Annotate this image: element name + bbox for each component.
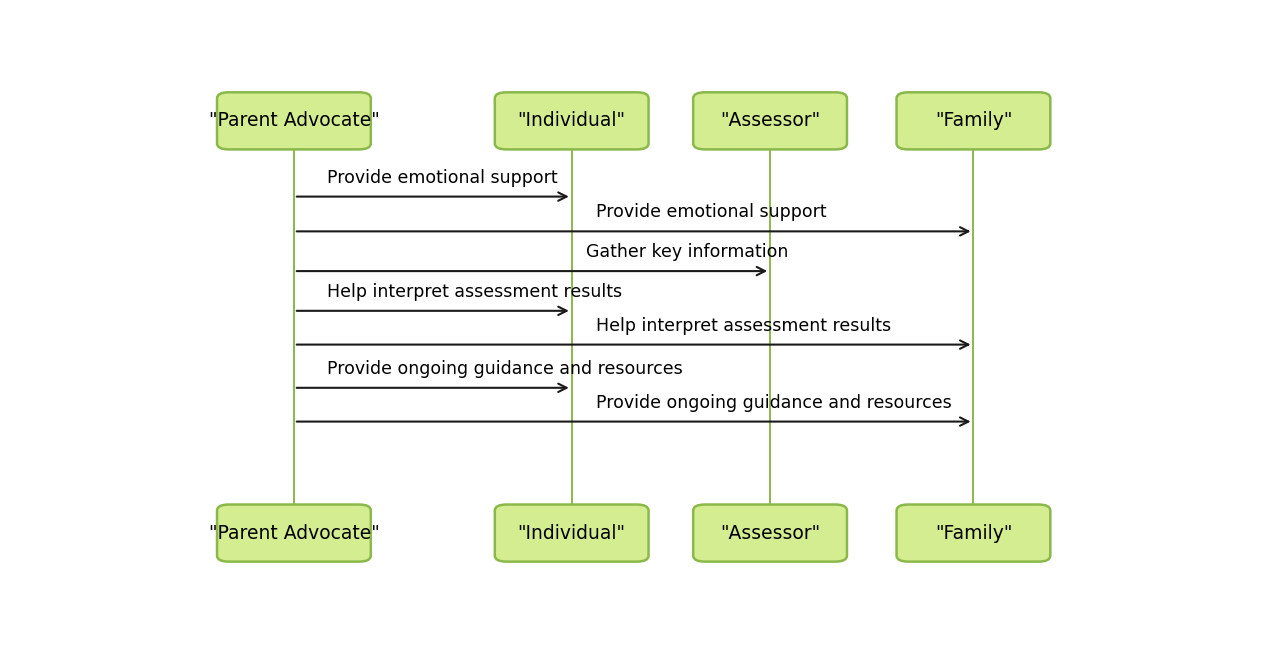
FancyBboxPatch shape bbox=[495, 504, 649, 562]
FancyBboxPatch shape bbox=[896, 504, 1051, 562]
Text: "Individual": "Individual" bbox=[517, 112, 626, 130]
Text: Help interpret assessment results: Help interpret assessment results bbox=[328, 283, 622, 301]
Text: "Assessor": "Assessor" bbox=[721, 524, 820, 542]
FancyBboxPatch shape bbox=[694, 504, 847, 562]
Text: Provide emotional support: Provide emotional support bbox=[328, 168, 558, 186]
Text: "Parent Advocate": "Parent Advocate" bbox=[209, 112, 379, 130]
FancyBboxPatch shape bbox=[896, 92, 1051, 150]
FancyBboxPatch shape bbox=[218, 504, 371, 562]
Text: "Family": "Family" bbox=[934, 112, 1012, 130]
Text: Gather key information: Gather key information bbox=[585, 243, 788, 261]
Text: "Parent Advocate": "Parent Advocate" bbox=[209, 524, 379, 542]
Text: "Individual": "Individual" bbox=[517, 524, 626, 542]
Text: Provide ongoing guidance and resources: Provide ongoing guidance and resources bbox=[595, 393, 951, 412]
Text: "Family": "Family" bbox=[934, 524, 1012, 542]
FancyBboxPatch shape bbox=[495, 92, 649, 150]
FancyBboxPatch shape bbox=[218, 92, 371, 150]
Text: Provide ongoing guidance and resources: Provide ongoing guidance and resources bbox=[328, 360, 684, 378]
Text: "Assessor": "Assessor" bbox=[721, 112, 820, 130]
Text: Provide emotional support: Provide emotional support bbox=[595, 203, 827, 221]
Text: Help interpret assessment results: Help interpret assessment results bbox=[595, 317, 891, 335]
FancyBboxPatch shape bbox=[694, 92, 847, 150]
